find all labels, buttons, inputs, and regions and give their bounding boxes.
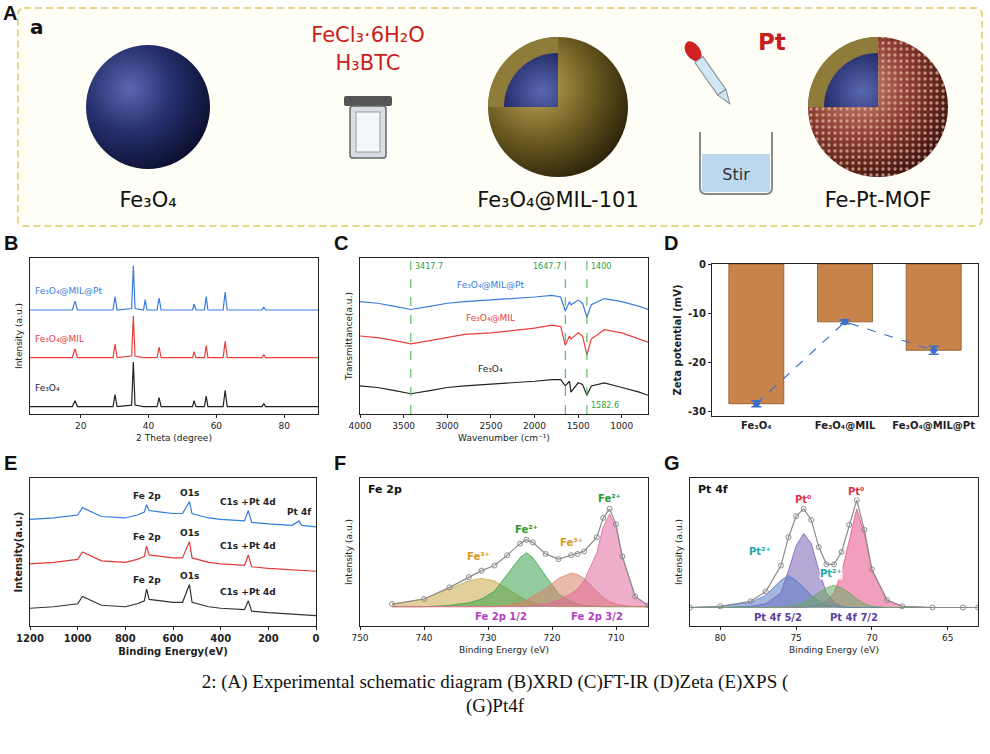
svg-text:80: 80 bbox=[715, 633, 727, 643]
svg-text:Fe₃O₄: Fe₃O₄ bbox=[478, 364, 503, 374]
svg-text:O1s: O1s bbox=[180, 488, 199, 498]
svg-text:65: 65 bbox=[942, 633, 953, 643]
svg-text:Fe³⁺: Fe³⁺ bbox=[560, 537, 583, 548]
svg-text:720: 720 bbox=[543, 633, 560, 643]
svg-text:Fe₃O₄@MIL: Fe₃O₄@MIL bbox=[815, 420, 876, 431]
svg-text:Binding Energy(eV): Binding Energy(eV) bbox=[118, 646, 228, 657]
svg-text:a: a bbox=[30, 15, 44, 39]
svg-text:Fe₃O₄@MIL: Fe₃O₄@MIL bbox=[35, 334, 84, 344]
svg-text:200: 200 bbox=[258, 633, 279, 644]
svg-text:4000: 4000 bbox=[349, 421, 372, 431]
svg-text:750: 750 bbox=[351, 633, 368, 643]
html-text:A: A bbox=[3, 2, 18, 24]
svg-text:Pt: Pt bbox=[758, 29, 786, 55]
svg-text:60: 60 bbox=[211, 421, 223, 431]
svg-text:Transmittance(a.u.): Transmittance(a.u.) bbox=[344, 292, 354, 381]
svg-text:1647.7: 1647.7 bbox=[533, 262, 561, 271]
svg-text:740: 740 bbox=[415, 633, 432, 643]
svg-text:Pt²⁺: Pt²⁺ bbox=[820, 568, 842, 579]
svg-text:Pt⁰: Pt⁰ bbox=[795, 494, 812, 505]
svg-text:1500: 1500 bbox=[567, 421, 590, 431]
svg-text:400: 400 bbox=[210, 633, 231, 644]
svg-text:O1s: O1s bbox=[180, 571, 199, 581]
svg-text:3000: 3000 bbox=[436, 421, 459, 431]
svg-text:Intensity (a.u.): Intensity (a.u.) bbox=[14, 303, 24, 369]
svg-text:Wavenumber (cm⁻¹): Wavenumber (cm⁻¹) bbox=[458, 433, 550, 443]
svg-text:Fe₃O₄: Fe₃O₄ bbox=[35, 383, 60, 393]
svg-text:Fe³⁺: Fe³⁺ bbox=[467, 551, 490, 562]
svg-text:Stir: Stir bbox=[722, 165, 750, 184]
svg-text:Fe²⁺: Fe²⁺ bbox=[598, 493, 621, 504]
svg-text:Fe₃O₄@MIL-101: Fe₃O₄@MIL-101 bbox=[477, 188, 639, 212]
svg-text:-10: -10 bbox=[688, 308, 706, 319]
svg-text:3500: 3500 bbox=[392, 421, 415, 431]
svg-text:Fe 2p 1/2: Fe 2p 1/2 bbox=[475, 611, 527, 622]
html-text:D: D bbox=[664, 232, 679, 254]
svg-text:800: 800 bbox=[115, 633, 136, 644]
svg-text:730: 730 bbox=[479, 633, 496, 643]
svg-text:0: 0 bbox=[313, 633, 320, 644]
html-text:C: C bbox=[334, 232, 349, 254]
html-text:B: B bbox=[4, 232, 19, 254]
svg-text:3417.7: 3417.7 bbox=[415, 262, 443, 271]
svg-text:Fe 2p: Fe 2p bbox=[133, 491, 161, 501]
html-text:G: G bbox=[664, 452, 680, 474]
svg-text:FeCl₃·6H₂O: FeCl₃·6H₂O bbox=[311, 23, 425, 47]
svg-text:710: 710 bbox=[607, 633, 624, 643]
svg-text:Pt 4f 5/2: Pt 4f 5/2 bbox=[754, 612, 802, 623]
svg-text:Fe₃O₄: Fe₃O₄ bbox=[119, 188, 176, 212]
html-text:E: E bbox=[4, 452, 18, 474]
svg-text:600: 600 bbox=[163, 633, 184, 644]
svg-text:Zeta potential (mV): Zeta potential (mV) bbox=[672, 285, 683, 396]
svg-text:0: 0 bbox=[699, 259, 706, 270]
svg-text:1000: 1000 bbox=[610, 421, 633, 431]
svg-text:Intensity (a.u.): Intensity (a.u.) bbox=[344, 519, 354, 585]
svg-text:-30: -30 bbox=[688, 406, 706, 417]
svg-text:2 Theta (degree): 2 Theta (degree) bbox=[136, 433, 212, 443]
svg-text:1582.6: 1582.6 bbox=[591, 401, 619, 410]
svg-text:Pt 4f 7/2: Pt 4f 7/2 bbox=[830, 612, 878, 623]
svg-text:1200: 1200 bbox=[16, 633, 44, 644]
html-text:(G)Pt4f: (G)Pt4f bbox=[466, 695, 524, 716]
svg-text:Fe-Pt-MOF: Fe-Pt-MOF bbox=[825, 188, 932, 212]
svg-text:Fe₃O₄@MIL@Pt: Fe₃O₄@MIL@Pt bbox=[35, 286, 102, 296]
svg-text:C1s +Pt 4d: C1s +Pt 4d bbox=[220, 497, 276, 507]
svg-text:Fe²⁺: Fe²⁺ bbox=[515, 524, 538, 535]
svg-text:Binding Energy (eV): Binding Energy (eV) bbox=[459, 645, 549, 655]
svg-text:Pt⁰: Pt⁰ bbox=[848, 486, 865, 497]
svg-text:Pt 4f: Pt 4f bbox=[287, 507, 311, 517]
svg-text:Fe₃O₄: Fe₃O₄ bbox=[741, 420, 771, 431]
svg-text:Fe 2p 3/2: Fe 2p 3/2 bbox=[571, 611, 623, 622]
svg-text:Fe₃O₄@MIL@Pt: Fe₃O₄@MIL@Pt bbox=[457, 280, 524, 290]
svg-text:75: 75 bbox=[790, 633, 801, 643]
svg-text:1000: 1000 bbox=[64, 633, 92, 644]
svg-text:C1s +Pt 4d: C1s +Pt 4d bbox=[220, 541, 276, 551]
svg-text:Fe 2p: Fe 2p bbox=[368, 483, 402, 496]
svg-text:2500: 2500 bbox=[479, 421, 502, 431]
svg-text:Pt 4f: Pt 4f bbox=[698, 483, 728, 496]
svg-text:H₃BTC: H₃BTC bbox=[336, 51, 401, 75]
svg-text:Fe₃O₄@MIL@Pt: Fe₃O₄@MIL@Pt bbox=[892, 420, 975, 431]
svg-text:C1s +Pt 4d: C1s +Pt 4d bbox=[220, 587, 276, 597]
svg-text:80: 80 bbox=[278, 421, 290, 431]
svg-text:Intensity(a.u.): Intensity(a.u.) bbox=[13, 512, 24, 593]
svg-text:O1s: O1s bbox=[180, 528, 199, 538]
svg-text:2000: 2000 bbox=[523, 421, 546, 431]
svg-text:40: 40 bbox=[143, 421, 155, 431]
svg-text:1400: 1400 bbox=[591, 262, 611, 271]
svg-text:Fe 2p: Fe 2p bbox=[133, 532, 161, 542]
svg-text:20: 20 bbox=[75, 421, 87, 431]
svg-text:70: 70 bbox=[866, 633, 878, 643]
svg-text:Fe 2p: Fe 2p bbox=[133, 575, 161, 585]
svg-text:Pt²⁺: Pt²⁺ bbox=[749, 546, 771, 557]
svg-text:-20: -20 bbox=[688, 357, 706, 368]
html-text:F: F bbox=[334, 452, 347, 474]
html-text:2: (A) Experimental schematic: 2: (A) Experimental schematic diagram (B… bbox=[201, 671, 789, 692]
svg-text:Fe₃O₄@MIL: Fe₃O₄@MIL bbox=[466, 313, 515, 323]
svg-text:Intensity (a.u.): Intensity (a.u.) bbox=[674, 519, 684, 585]
svg-text:Binding Energy (eV): Binding Energy (eV) bbox=[789, 645, 879, 655]
